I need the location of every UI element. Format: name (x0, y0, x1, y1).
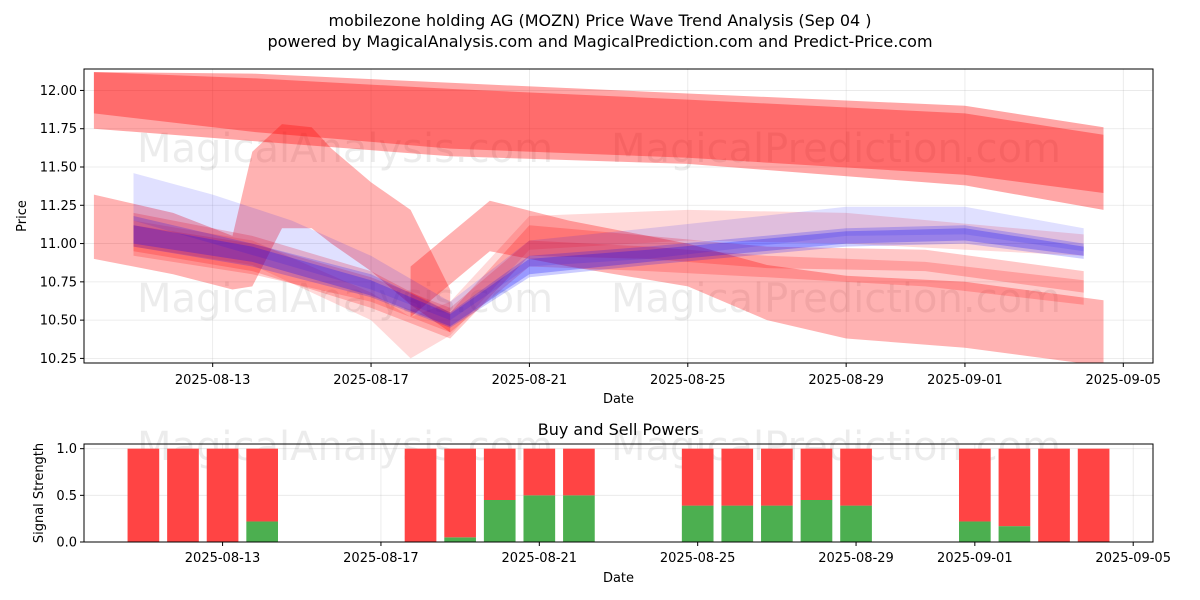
wave-band-upper-trend-band (93, 72, 1104, 210)
buy-bar (483, 500, 516, 542)
x-tick-label: 2025-08-17 (333, 373, 409, 388)
x-tick-label: 2025-09-01 (937, 551, 1013, 566)
chart-title: mobilezone holding AG (MOZN) Price Wave … (328, 11, 871, 30)
x-tick-label: 2025-08-21 (502, 551, 578, 566)
sell-bar (681, 448, 714, 506)
x-tick-label: 2025-08-25 (660, 551, 736, 566)
x-axis-label: Date (603, 392, 634, 407)
buy-bar (444, 537, 476, 542)
wave-band-upper-trend-band-2 (93, 72, 1104, 193)
watermark-text: MagicalPrediction.com (611, 424, 1061, 470)
sell-bar (444, 448, 476, 538)
sell-bar (761, 448, 793, 506)
sell-bar (127, 448, 160, 542)
sell-bar (1038, 448, 1070, 542)
x-tick-label: 2025-09-05 (1086, 373, 1162, 388)
wave-band-mid-wave-3 (133, 209, 1084, 359)
chart-subtitle: powered by MagicalAnalysis.com and Magic… (267, 32, 932, 51)
sell-bar (958, 448, 991, 522)
wave-band-mid-wave-1 (133, 212, 1084, 339)
watermark-text: MagicalAnalysis.com (137, 424, 553, 470)
buy-bar (998, 526, 1031, 542)
sell-bar (840, 448, 872, 506)
y-axis-label: Price (15, 200, 30, 232)
wave-band-lower-trend-band (410, 200, 1104, 363)
sell-bar (721, 448, 754, 506)
y-tick-label: 10.75 (40, 275, 77, 290)
watermark-text: MagicalAnalysis.com (137, 276, 553, 322)
x-tick-label: 2025-08-17 (343, 551, 419, 566)
y-tick-label: 11.25 (40, 199, 77, 214)
watermark-text: MagicalAnalysis.com (137, 126, 553, 172)
buy-bar (721, 505, 754, 542)
buy-bar (761, 505, 793, 542)
plot-frame (83, 68, 1154, 364)
buy-bar (523, 495, 556, 542)
buy-bar (800, 500, 833, 542)
wave-band-blue-wave-2 (133, 216, 1084, 328)
wave-band-spike-wave (93, 124, 451, 333)
x-tick-label: 2025-09-05 (1095, 551, 1171, 566)
y-axis-label: Signal Strength (32, 443, 47, 543)
wave-band-mid-wave-2 (133, 225, 1084, 333)
x-tick-label: 2025-08-25 (650, 373, 726, 388)
buy-bar (958, 521, 991, 542)
sell-bar (483, 448, 516, 500)
plot-frame (83, 443, 1154, 543)
y-tick-label: 10.50 (40, 314, 77, 329)
sell-bar (167, 448, 199, 542)
y-tick-label: 11.75 (40, 122, 77, 137)
watermark-text: MagicalPrediction.com (611, 276, 1061, 322)
buy-bar (246, 521, 279, 542)
x-tick-label: 2025-08-13 (185, 551, 261, 566)
y-tick-label: 1.0 (56, 442, 77, 457)
sell-bar (246, 448, 279, 522)
sell-bar (206, 448, 239, 542)
y-tick-label: 12.00 (40, 84, 77, 99)
wave-band-blue-wave-1 (133, 173, 1084, 321)
sell-bar (563, 448, 595, 496)
y-tick-label: 11.00 (40, 237, 77, 252)
sell-bar (800, 448, 833, 500)
watermark-text: MagicalPrediction.com (611, 126, 1061, 172)
buy-bar (563, 495, 595, 542)
y-tick-label: 0.0 (56, 536, 77, 551)
wave-band-blue-wave-3 (133, 225, 1084, 327)
sell-bar (523, 448, 556, 496)
sell-bar (998, 448, 1031, 527)
sell-bar (1077, 448, 1110, 542)
sell-bar (404, 448, 437, 542)
price-plot: MagicalAnalysis.com MagicalPrediction.com… (15, 68, 1162, 407)
y-tick-label: 10.25 (40, 352, 77, 367)
x-tick-label: 2025-08-29 (808, 373, 884, 388)
x-axis-label: Date (603, 571, 634, 586)
wave-bands (93, 72, 1104, 363)
x-tick-label: 2025-08-21 (492, 373, 568, 388)
y-tick-label: 11.50 (40, 161, 77, 176)
buy-bar (840, 505, 872, 542)
buy-bar (681, 505, 714, 542)
x-tick-label: 2025-09-01 (927, 373, 1003, 388)
signal-title: Buy and Sell Powers (538, 420, 700, 439)
x-tick-label: 2025-08-29 (818, 551, 894, 566)
x-tick-label: 2025-08-13 (175, 373, 251, 388)
y-tick-label: 0.5 (56, 489, 77, 504)
